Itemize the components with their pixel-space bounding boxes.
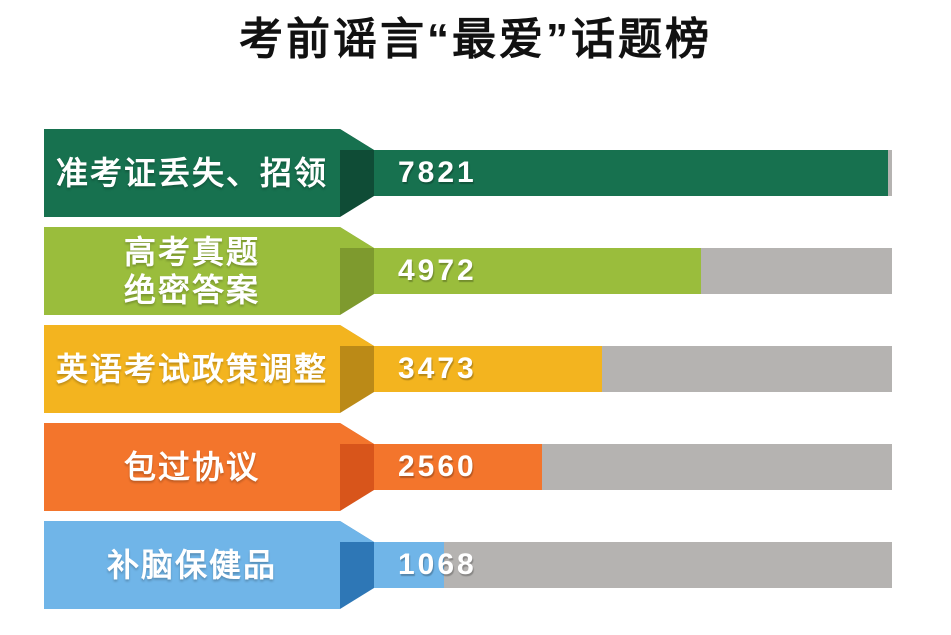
ribbon-fold: [340, 423, 374, 511]
category-label-text: 准考证丢失、招领: [55, 155, 328, 191]
category-label-text: 补脑保健品: [106, 547, 277, 583]
chart-row: 包过协议 2560: [44, 423, 951, 511]
category-label: 包过协议: [44, 423, 340, 511]
ribbon-fold: [340, 325, 374, 413]
value-bar: 7821: [374, 150, 889, 196]
infographic-page: 考前谣言“最爱”话题榜 准考证丢失、招领 7821 高考真题 绝密答案 4972 英语考试…: [0, 12, 951, 609]
ribbon-fold: [340, 129, 374, 217]
bar-track: 1068: [374, 542, 892, 588]
value-bar: 4972: [374, 248, 701, 294]
chart-row: 准考证丢失、招领 7821: [44, 129, 951, 217]
value-label: 4972: [398, 254, 477, 287]
bar-track: 4972: [374, 248, 892, 294]
chart-row: 补脑保健品 1068: [44, 521, 951, 609]
chart-row: 高考真题 绝密答案 4972: [44, 227, 951, 315]
value-bar: 3473: [374, 346, 603, 392]
chart-title: 考前谣言“最爱”话题榜: [239, 15, 712, 64]
bar-track: 7821: [374, 150, 892, 196]
value-bar: 1068: [374, 542, 474, 588]
category-label: 补脑保健品: [44, 521, 340, 609]
value-label: 1068: [398, 548, 477, 581]
ribbon-fold: [340, 521, 374, 609]
ribbon-fold: [340, 227, 374, 315]
category-label: 英语考试政策调整: [44, 325, 340, 413]
value-label: 7821: [398, 156, 477, 189]
category-label-text: 高考真题 绝密答案: [123, 234, 260, 308]
bar-track: 3473: [374, 346, 892, 392]
category-label: 准考证丢失、招领: [44, 129, 340, 217]
value-label: 2560: [398, 450, 477, 483]
chart-rows: 准考证丢失、招领 7821 高考真题 绝密答案 4972 英语考试政策调整 3473 包过协议…: [44, 129, 951, 609]
bar-track: 2560: [374, 444, 892, 490]
value-label: 3473: [398, 352, 477, 385]
category-label: 高考真题 绝密答案: [44, 227, 340, 315]
value-bar: 2560: [374, 444, 543, 490]
category-label-text: 英语考试政策调整: [55, 351, 328, 387]
category-label-text: 包过协议: [123, 449, 260, 485]
chart-row: 英语考试政策调整 3473: [44, 325, 951, 413]
